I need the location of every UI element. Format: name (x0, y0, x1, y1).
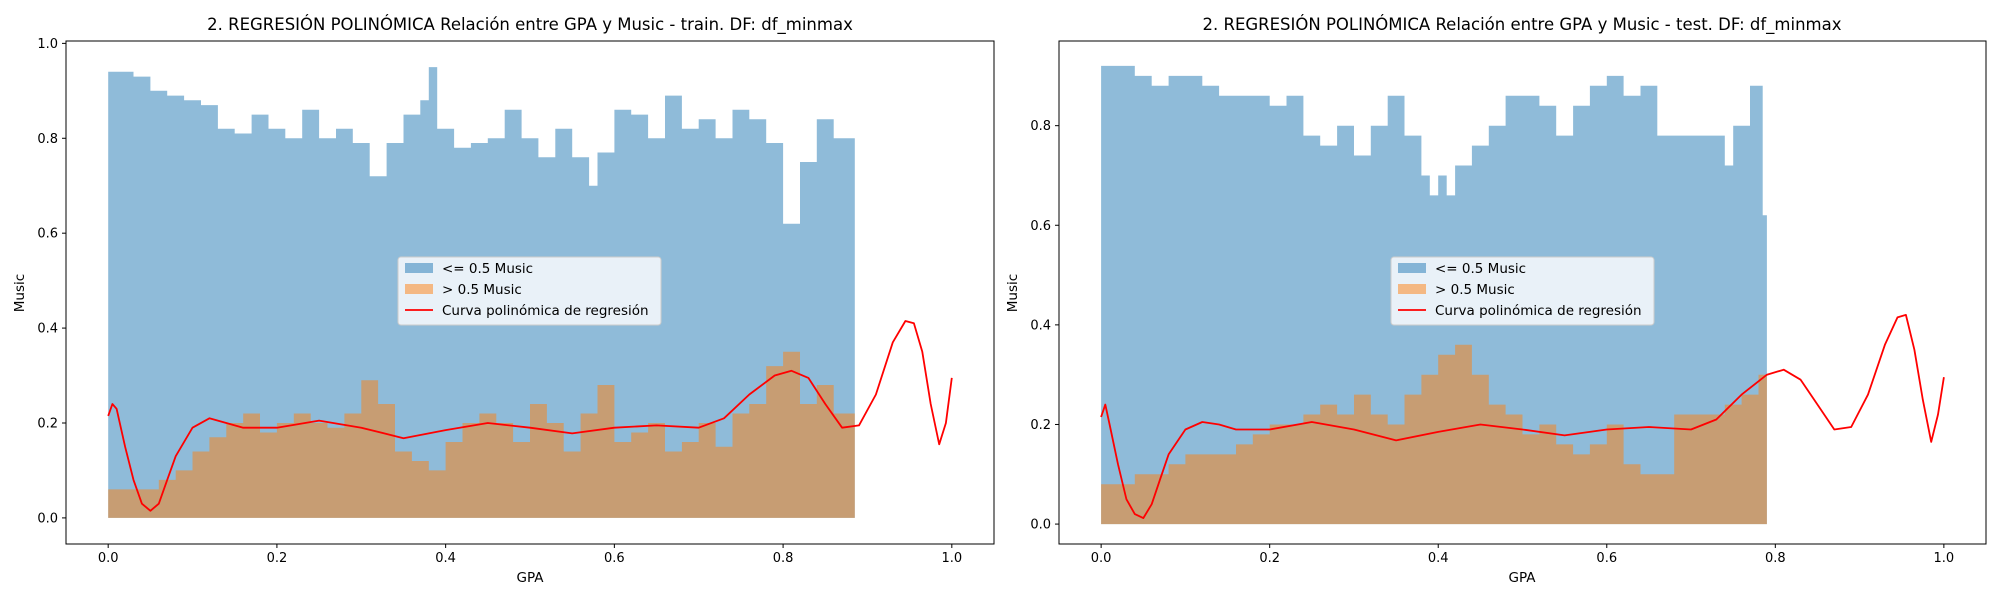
legend-label-le-05: <= 0.5 Music (442, 261, 533, 277)
legend-label-gt-05: > 0.5 Music (442, 282, 522, 298)
y-tick-label: 0.2 (37, 416, 58, 431)
legend-swatch-gt-05 (405, 284, 433, 294)
legend-label-le-05: <= 0.5 Music (1435, 261, 1526, 277)
x-tick-label: 0.4 (435, 551, 456, 566)
series-area-1 (1101, 344, 1767, 525)
x-axis-label-test: GPA (1509, 570, 1537, 586)
y-tick-label: 1.0 (37, 37, 58, 52)
legend-test: <= 0.5 Music > 0.5 Music Curva polinómic… (1390, 256, 1655, 326)
legend-swatch-le-05 (1398, 263, 1426, 273)
legend-label-gt-05: > 0.5 Music (1435, 282, 1515, 298)
y-tick-label: 0.4 (1030, 318, 1051, 333)
y-axis-label-test: Music (1005, 274, 1021, 312)
y-tick-label: 0.6 (37, 227, 58, 242)
ticks-train: 0.0 0.2 0.4 0.6 0.8 1.0 0.0 0.2 0.4 0.6 0.8 1.0 (37, 37, 962, 566)
x-tick-label: 0.0 (1091, 551, 1112, 566)
series-area-1 (108, 351, 855, 518)
x-tick-label: 0.6 (604, 551, 625, 566)
x-tick-label: 1.0 (941, 551, 962, 566)
x-tick-label: 0.0 (98, 551, 119, 566)
y-tick-label: 0.0 (1030, 518, 1051, 533)
y-axis-label-train: Music (12, 274, 28, 312)
legend-train: <= 0.5 Music > 0.5 Music Curva polinómic… (397, 256, 662, 326)
legend-swatch-gt-05 (1398, 284, 1426, 294)
x-axis-label-train: GPA (517, 570, 545, 586)
x-tick-label: 0.4 (1428, 551, 1449, 566)
chart-title-test: 2. REGRESIÓN POLINÓMICA Relación entre G… (1203, 15, 1842, 35)
axes-frame-train (65, 40, 995, 545)
x-tick-label: 1.0 (1934, 551, 1955, 566)
legend-box (397, 256, 662, 326)
axes-frame-test (1058, 40, 1987, 545)
x-tick-label: 0.8 (773, 551, 794, 566)
x-tick-label: 0.8 (1765, 551, 1786, 566)
y-tick-label: 0.2 (1030, 418, 1051, 433)
y-tick-label: 0.4 (37, 322, 58, 337)
y-tick-label: 0.6 (1030, 219, 1051, 234)
y-tick-label: 0.0 (37, 511, 58, 526)
y-tick-label: 0.8 (1030, 119, 1051, 134)
chart-title-train: 2. REGRESIÓN POLINÓMICA Relación entre G… (207, 15, 853, 35)
x-tick-label: 0.6 (1596, 551, 1617, 566)
chart-train: 0.0 0.2 0.4 0.6 0.8 1.0 0.0 0.2 0.4 0.6 0.8 1.0 2. … (12, 15, 995, 586)
regression-curve-line (1100, 313, 1945, 519)
legend-box (1390, 256, 1655, 326)
chart-test: 0.0 0.2 0.4 0.6 0.8 1.0 0.0 0.2 0.4 0.6 0.8 2. REG… (1005, 15, 1987, 586)
legend-label-curve: Curva polinómica de regresión (1435, 303, 1642, 319)
regression-curve-line (107, 320, 953, 512)
x-tick-label: 0.2 (267, 551, 288, 566)
legend-swatch-le-05 (405, 263, 433, 273)
ticks-test: 0.0 0.2 0.4 0.6 0.8 1.0 0.0 0.2 0.4 0.6 0.8 (1030, 119, 1954, 566)
y-tick-label: 0.8 (37, 132, 58, 147)
legend-label-curve: Curva polinómica de regresión (442, 303, 649, 319)
x-tick-label: 0.2 (1259, 551, 1280, 566)
